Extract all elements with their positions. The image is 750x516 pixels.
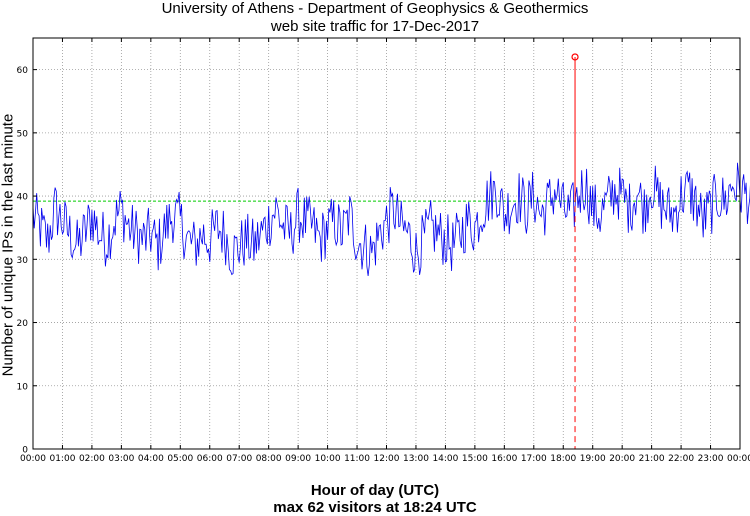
traffic-series-line bbox=[32, 162, 750, 276]
y-tick-label: 60 bbox=[17, 66, 29, 76]
x-tick-label: 13:00 bbox=[403, 454, 429, 464]
x-tick-label: 10:00 bbox=[315, 454, 341, 464]
axis-ticks: 00:00 01:00 02:00 03:00 04:00 05:00 06:00 07:00… bbox=[17, 38, 750, 464]
x-tick-label: 07:00 bbox=[226, 454, 252, 464]
x-tick-label: 04:00 bbox=[138, 454, 164, 464]
x-tick-label: 02:00 bbox=[79, 454, 105, 464]
x-tick-label: 14:00 bbox=[432, 454, 458, 464]
chart-title: University of Athens - Department of Geo… bbox=[161, 0, 589, 17]
x-tick-label: 06:00 bbox=[197, 454, 223, 464]
grid-lines bbox=[33, 38, 740, 449]
y-tick-label: 20 bbox=[17, 319, 29, 329]
x-tick-label: 15:00 bbox=[462, 454, 488, 464]
x-tick-label: 18:00 bbox=[550, 454, 576, 464]
y-tick-label: 0 bbox=[22, 446, 28, 456]
x-tick-label: 00:00 bbox=[20, 454, 46, 464]
max-visitors-note: max 62 visitors at 18:24 UTC bbox=[273, 499, 477, 516]
x-tick-label: 05:00 bbox=[167, 454, 193, 464]
max-point-marker bbox=[571, 53, 579, 61]
x-tick-label: 09:00 bbox=[285, 454, 311, 464]
max-marker-layer bbox=[571, 53, 579, 449]
x-tick-label: 00:00 bbox=[727, 454, 750, 464]
x-tick-label: 19:00 bbox=[580, 454, 606, 464]
x-tick-label: 01:00 bbox=[49, 454, 75, 464]
y-tick-label: 50 bbox=[17, 129, 29, 139]
x-tick-label: 12:00 bbox=[374, 454, 400, 464]
x-tick-label: 17:00 bbox=[521, 454, 547, 464]
x-tick-label: 20:00 bbox=[609, 454, 635, 464]
y-tick-label: 40 bbox=[17, 193, 29, 203]
x-tick-label: 03:00 bbox=[108, 454, 134, 464]
y-tick-label: 10 bbox=[17, 382, 29, 392]
x-tick-label: 16:00 bbox=[491, 454, 517, 464]
y-tick-label: 30 bbox=[17, 256, 29, 266]
x-tick-label: 11:00 bbox=[344, 454, 370, 464]
x-tick-label: 21:00 bbox=[639, 454, 665, 464]
series-layer bbox=[32, 162, 750, 276]
chart-subtitle: web site traffic for 17-Dec-2017 bbox=[270, 18, 480, 35]
x-tick-label: 08:00 bbox=[256, 454, 282, 464]
x-axis-label: Hour of day (UTC) bbox=[310, 482, 440, 499]
x-tick-label: 22:00 bbox=[668, 454, 694, 464]
x-tick-label: 23:00 bbox=[698, 454, 724, 464]
